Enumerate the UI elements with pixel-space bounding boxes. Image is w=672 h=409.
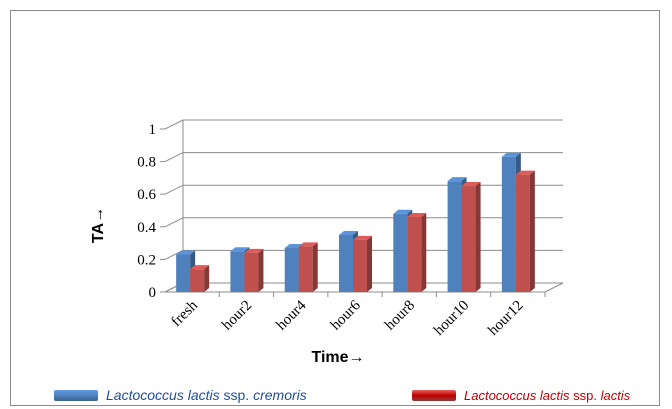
grid-lines	[160, 119, 564, 297]
bar-2-hour8	[407, 217, 422, 292]
y-tick-label: 0.4	[137, 220, 156, 236]
bar-top-1-hour12	[501, 152, 521, 157]
bar-side-2-hour12	[529, 170, 535, 292]
bar-1-hour2	[230, 251, 245, 292]
x-tick-label-hour6: hour6	[328, 297, 364, 333]
x-axis-label: Time→	[311, 349, 364, 366]
x-tick-label-hour8: hour8	[382, 298, 418, 334]
gridline	[164, 184, 563, 195]
bar-side-2-hour6	[367, 235, 372, 292]
bar-2-hour2	[244, 252, 259, 292]
bar-top-2-hour2	[244, 248, 264, 253]
bar-side-2-hour4	[312, 242, 318, 292]
bar-top-2-fresh	[190, 265, 210, 270]
bar-top-1-hour6	[339, 230, 358, 235]
bars	[176, 152, 535, 292]
bar-top-2-hour4	[298, 242, 318, 247]
bar-1-hour6	[339, 234, 353, 292]
legend-swatch-series-2	[412, 389, 456, 401]
bar-top-1-hour8	[393, 209, 413, 214]
bar-2-hour4	[298, 246, 313, 292]
gridline	[164, 217, 563, 228]
bar-side-2-hour10	[475, 182, 481, 292]
y-tick-labels: 0 0.2 0.4 0.6 0.8 1	[137, 122, 156, 301]
gridline	[164, 119, 563, 130]
bar-1-hour4	[284, 247, 299, 292]
bar-top-2-hour12	[515, 170, 535, 175]
x-tick-label-hour2: hour2	[219, 298, 255, 334]
bar-top-2-hour6	[353, 235, 372, 240]
legend-item-series-2: Lactococcus lactis ssp. lactis	[412, 385, 630, 405]
bar-2-hour12	[515, 174, 530, 292]
y-axis-label: TA→	[90, 207, 107, 243]
legend-label-series-1: Lactococcus lactis ssp. cremoris	[106, 387, 307, 403]
bar-top-1-fresh	[176, 250, 196, 255]
bar-1-hour10	[447, 181, 462, 292]
chart-frame	[10, 10, 660, 406]
bar-2-hour10	[461, 186, 476, 292]
y-tick-label: 0	[149, 285, 157, 301]
gridline	[164, 152, 563, 163]
x-tick-label-fresh: fresh	[168, 297, 201, 330]
bar-side-2-hour8	[421, 213, 427, 292]
bar-side-2-hour2	[258, 248, 264, 292]
floor-right-edge	[544, 282, 564, 293]
bar-2-fresh	[190, 269, 205, 292]
gridline	[164, 249, 563, 260]
bar-top-2-hour10	[461, 182, 481, 187]
bar-side-2-fresh	[204, 265, 210, 292]
bar-1-fresh	[176, 254, 191, 292]
legend-item-series-1: Lactococcus lactis ssp. cremoris	[54, 385, 307, 405]
y-tick-label: 1	[149, 122, 157, 138]
bar-top-2-hour8	[407, 213, 427, 218]
bar-1-hour8	[393, 213, 408, 292]
x-tick-label-hour10: hour10	[431, 298, 472, 339]
x-tick-label-hour4: hour4	[273, 297, 309, 333]
bar-top-1-hour10	[447, 177, 467, 182]
x-tick-label-hour12: hour12	[485, 298, 526, 339]
y-tick-label: 0.6	[137, 187, 156, 203]
bar-2-hour6	[353, 239, 367, 292]
y-tick-label: 0.8	[137, 155, 156, 171]
legend-swatch-series-1	[54, 389, 98, 401]
bar-top-1-hour2	[230, 247, 250, 252]
legend-label-series-2: Lactococcus lactis ssp. lactis	[464, 387, 631, 403]
x-tick-labels: fresh hour2 hour4 hour6 hour8 hour10 hour12	[168, 297, 526, 339]
bar-1-hour12	[501, 156, 516, 292]
y-tick-label: 0.2	[137, 252, 156, 268]
